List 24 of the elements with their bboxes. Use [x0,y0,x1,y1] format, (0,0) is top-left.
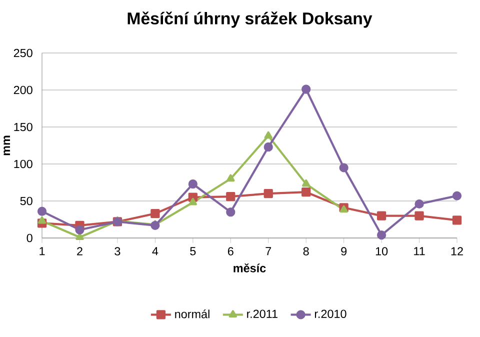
y-tick-label: 150 [14,122,32,132]
y-tick-label: 200 [14,86,32,94]
x-tick-label: 9 [341,247,347,256]
x-tick-label: 3 [114,247,120,256]
x-tick-label: 10 [376,247,388,256]
x-tick-label: 7 [266,247,272,256]
x-axis-title: měsíc [234,263,266,272]
legend-label: r.2010 [314,310,346,318]
y-tick-label: 100 [14,160,32,168]
y-tick-label: 250 [14,48,32,58]
chart-title: Měsíční úhrny srážek Doksany [128,12,372,28]
x-tick-label: 1 [40,247,45,256]
legend-label: normál [175,309,210,318]
legend-label: r.2011 [247,310,278,318]
x-tick-label: 4 [152,247,158,256]
x-tick-label: 11 [414,247,425,256]
x-tick-label: 8 [303,247,309,256]
x-tick-label: 6 [228,247,234,256]
x-tick-label: 12 [451,247,463,256]
x-tick-label: 2 [77,247,82,256]
y-tick-label: 50 [20,196,32,206]
y-tick-label: 0 [26,234,32,242]
y-axis-title: mm [4,136,10,156]
x-tick-label: 5 [190,247,196,256]
